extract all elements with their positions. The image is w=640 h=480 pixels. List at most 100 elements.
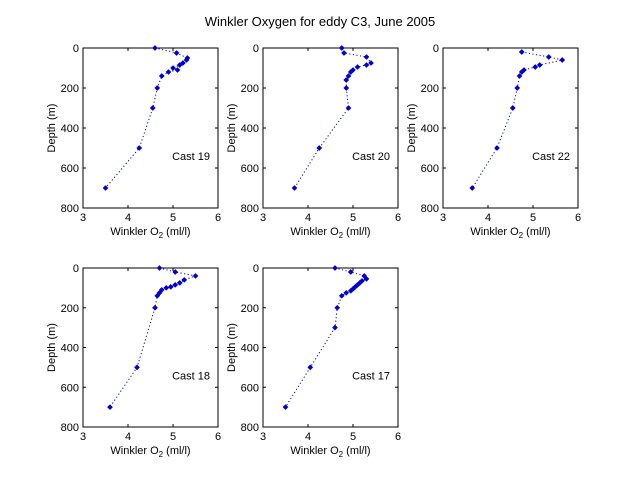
x-tick-label: 5 — [350, 431, 356, 443]
x-axis-label: Winkler O2 (ml/l) — [290, 445, 370, 459]
data-point — [559, 57, 566, 63]
y-tick-label: 200 — [421, 83, 439, 95]
data-point — [154, 85, 161, 91]
data-point — [291, 185, 298, 191]
data-point — [170, 65, 176, 71]
y-tick-label: 800 — [421, 203, 439, 215]
cast-label: Cast 20 — [352, 151, 390, 163]
y-tick-label: 800 — [61, 422, 79, 434]
data-point — [134, 364, 140, 371]
subplot-3: 3 4 5 6 0 200 400 600 800 Winkler O2 (ml/l) Depth … — [406, 43, 581, 240]
axes-frame — [82, 47, 219, 209]
x-axis-label: Winkler O2 (ml/l) — [470, 226, 550, 240]
x-tick-label: 3 — [80, 431, 86, 443]
y-tick-label: 600 — [241, 163, 259, 175]
data-point — [307, 364, 314, 371]
x-tick-label: 5 — [170, 431, 176, 443]
data-point — [163, 284, 170, 291]
x-tick-label: 3 — [260, 212, 266, 224]
subplot-5: 3 4 5 6 0 200 400 600 800 Winkler O2 (ml/l) Depth … — [226, 263, 401, 459]
y-tick-label: 400 — [241, 343, 259, 355]
y-axis-label: Depth (m) — [226, 323, 238, 372]
data-point — [509, 105, 516, 111]
axes-frame — [442, 47, 579, 209]
x-tick-label: 4 — [125, 431, 131, 443]
figure-title: Winkler Oxygen for eddy C3, June 2005 — [205, 14, 436, 29]
data-point — [343, 85, 350, 91]
data-point — [345, 105, 352, 111]
y-tick-label: 0 — [73, 263, 79, 275]
y-tick-label: 400 — [61, 123, 79, 135]
data-point — [154, 292, 161, 299]
x-tick-label: 4 — [485, 212, 491, 224]
x-tick-label: 3 — [440, 212, 446, 224]
x-tick-label: 6 — [395, 431, 401, 443]
y-axis-label: Depth (m) — [226, 104, 238, 153]
data-point — [176, 62, 183, 68]
x-tick-label: 5 — [350, 212, 356, 224]
data-point — [345, 73, 352, 79]
x-tick-label: 6 — [215, 431, 221, 443]
x-axis-label: Winkler O2 (ml/l) — [110, 445, 190, 459]
y-axis-label: Depth (m) — [46, 104, 58, 153]
data-point — [176, 279, 183, 286]
data-point — [338, 292, 345, 299]
data-point — [518, 69, 525, 75]
y-tick-label: 600 — [241, 382, 259, 394]
data-point — [282, 404, 289, 411]
data-point — [363, 275, 370, 282]
data-point — [183, 57, 190, 63]
x-tick-label: 6 — [575, 212, 581, 224]
data-point — [173, 50, 180, 56]
x-tick-label: 6 — [215, 212, 221, 224]
data-point — [347, 69, 354, 75]
y-tick-label: 200 — [61, 83, 79, 95]
data-point — [545, 54, 552, 60]
axes-frame — [262, 47, 399, 209]
subplot-1: 3 4 5 6 0 200 400 600 800 Winkler O2 (ml/l) Depth … — [46, 43, 221, 240]
data-point — [172, 281, 179, 288]
data-point — [518, 49, 525, 55]
data-point — [167, 283, 174, 290]
x-tick-label: 3 — [260, 431, 266, 443]
data-point — [536, 62, 543, 68]
data-point — [334, 304, 341, 311]
y-tick-label: 0 — [253, 43, 259, 55]
y-tick-label: 600 — [421, 163, 439, 175]
data-point — [332, 265, 338, 271]
data-point — [368, 60, 374, 66]
data-point — [172, 269, 179, 275]
cast-label: Cast 19 — [172, 151, 210, 163]
profile-line — [105, 47, 189, 189]
y-tick-label: 800 — [61, 203, 79, 215]
x-tick-label: 4 — [305, 431, 311, 443]
data-point — [347, 287, 354, 294]
y-tick-label: 800 — [241, 422, 259, 434]
data-point — [532, 64, 539, 70]
y-tick-label: 400 — [241, 123, 259, 135]
x-tick-label: 4 — [125, 212, 131, 224]
data-point — [152, 45, 158, 51]
data-point — [156, 265, 163, 271]
y-tick-label: 600 — [61, 163, 79, 175]
y-tick-label: 0 — [253, 263, 259, 275]
y-axis-label: Depth (m) — [46, 323, 58, 372]
subplot-4: 3 4 5 6 0 200 400 600 800 Winkler O2 (ml/l) Depth … — [46, 263, 221, 459]
data-point — [363, 54, 370, 60]
y-tick-label: 0 — [73, 43, 79, 55]
data-point — [363, 62, 370, 68]
data-point — [181, 276, 188, 283]
data-point — [354, 64, 361, 70]
x-tick-label: 5 — [170, 212, 176, 224]
y-tick-label: 200 — [241, 303, 259, 315]
data-point — [332, 324, 338, 331]
x-tick-label: 3 — [80, 212, 86, 224]
cast-label: Cast 17 — [352, 370, 390, 382]
data-point — [165, 69, 172, 75]
data-point — [192, 272, 199, 279]
data-point — [516, 73, 523, 79]
data-point — [494, 145, 500, 151]
y-tick-label: 600 — [61, 382, 79, 394]
data-point — [338, 45, 345, 51]
